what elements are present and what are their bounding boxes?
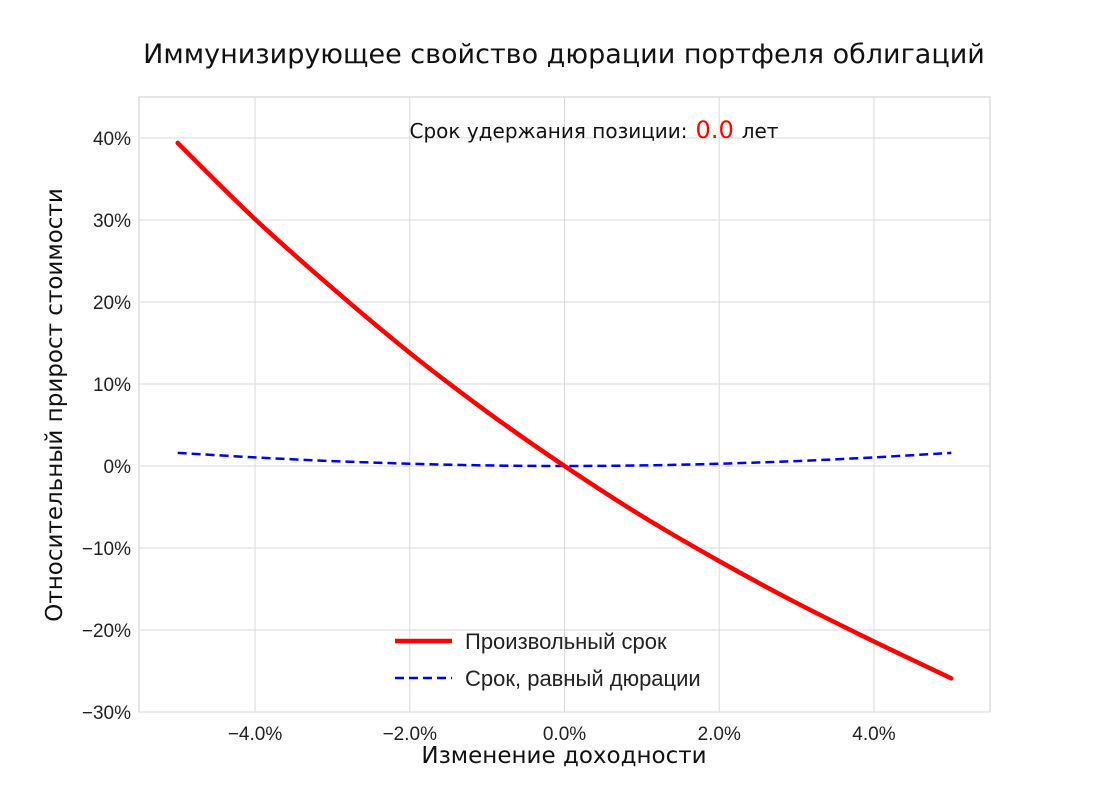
y-tick-label: −30% [82,703,131,724]
plot-area [138,96,991,713]
y-tick-label: −10% [82,539,131,560]
chart-title: Иммунизирующее свойство дюрации портфеля… [143,39,985,70]
y-axis-label: Относительный прирост стоимости [42,188,68,622]
x-tick-label: −4.0% [228,724,283,745]
legend: Произвольный срок Срок, равный дюрации [395,629,701,691]
y-tick-label: 30% [93,211,131,232]
y-tick-label: 40% [93,129,131,150]
series-line-arbitrary-term [175,140,954,681]
annotation-prefix: Срок удержания позиции: [410,119,688,143]
y-tick-label: 0% [104,457,132,478]
series-layer [175,140,954,681]
y-tick-label: −20% [82,621,131,642]
annotation-value: 0.0 [696,116,734,144]
annotation-suffix: лет [742,119,779,143]
grid [139,97,990,713]
y-tick-label: 10% [93,375,131,396]
legend-label: Срок, равный дюрации [465,666,701,691]
y-tick-labels: −30% −20% −10% 0% 10% 20% 30% 40% [82,129,131,724]
x-tick-label: 2.0% [698,724,741,745]
x-tick-labels: −4.0% −2.0% 0.0% 2.0% 4.0% [228,724,896,745]
holding-period-annotation: Срок удержания позиции: 0.0 лет [410,116,779,144]
y-tick-label: 20% [93,293,131,314]
series-line-duration-term [177,451,952,468]
x-axis-label: Изменение доходности [421,743,706,769]
x-tick-label: 4.0% [852,724,895,745]
x-tick-label: −2.0% [383,724,438,745]
x-tick-label: 0.0% [543,724,586,745]
legend-label: Произвольный срок [465,629,667,654]
